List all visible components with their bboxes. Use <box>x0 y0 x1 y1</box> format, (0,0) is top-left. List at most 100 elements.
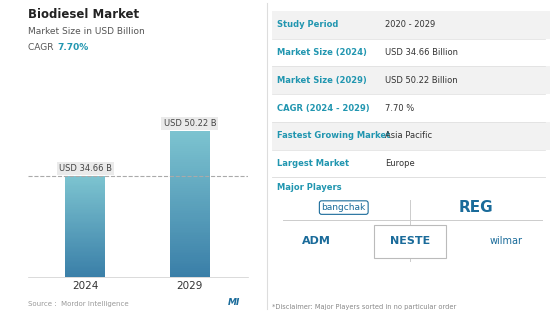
Bar <box>65 255 105 256</box>
Bar <box>65 273 105 275</box>
Bar <box>65 204 105 205</box>
Bar <box>65 197 105 198</box>
Bar <box>170 180 210 182</box>
Bar <box>170 206 210 208</box>
Bar <box>170 140 210 142</box>
Text: 7.70 %: 7.70 % <box>385 104 414 112</box>
Text: Biodiesel Market: Biodiesel Market <box>28 8 139 21</box>
Bar <box>170 239 210 241</box>
Text: Largest Market: Largest Market <box>277 159 349 168</box>
Bar <box>170 233 210 235</box>
Bar <box>170 217 210 219</box>
Bar <box>170 192 210 193</box>
Bar <box>170 139 210 140</box>
Text: Market Size in USD Billion: Market Size in USD Billion <box>28 27 144 36</box>
Text: CAGR: CAGR <box>28 43 59 52</box>
Bar <box>170 232 210 233</box>
Text: Market Size (2029): Market Size (2029) <box>277 76 366 85</box>
Bar <box>170 230 210 232</box>
Bar <box>170 195 210 197</box>
Bar <box>65 231 105 232</box>
Bar <box>65 267 105 268</box>
Bar <box>65 236 105 237</box>
Bar <box>65 237 105 238</box>
Bar <box>65 232 105 233</box>
Bar <box>170 246 210 248</box>
Bar <box>170 173 210 175</box>
Bar <box>170 219 210 220</box>
Text: *Disclaimer: Major Players sorted in no particular order: *Disclaimer: Major Players sorted in no … <box>272 304 456 310</box>
Bar <box>65 242 105 243</box>
Bar <box>65 220 105 222</box>
Bar <box>65 176 105 178</box>
Bar <box>170 237 210 239</box>
Bar <box>65 184 105 185</box>
Bar <box>170 208 210 210</box>
Bar <box>170 273 210 275</box>
Bar <box>65 244 105 246</box>
Bar <box>170 226 210 228</box>
Bar <box>65 265 105 266</box>
Text: CAGR (2024 - 2029): CAGR (2024 - 2029) <box>277 104 369 112</box>
Bar <box>170 228 210 230</box>
Bar <box>170 222 210 224</box>
Bar <box>65 228 105 229</box>
Bar <box>65 195 105 197</box>
Bar <box>65 210 105 212</box>
Bar <box>170 142 210 144</box>
Bar <box>65 275 105 276</box>
Bar <box>170 175 210 177</box>
Bar <box>170 220 210 222</box>
Bar <box>170 243 210 244</box>
Bar <box>65 251 105 252</box>
Bar <box>170 241 210 243</box>
Text: bangchak: bangchak <box>322 203 366 212</box>
Bar <box>170 257 210 259</box>
Bar <box>170 252 210 254</box>
Bar <box>65 209 105 210</box>
Bar <box>170 155 210 157</box>
Bar <box>170 268 210 270</box>
Bar <box>170 146 210 148</box>
Bar <box>65 248 105 249</box>
Bar <box>65 223 105 224</box>
Bar <box>170 263 210 264</box>
Bar <box>65 213 105 214</box>
Bar <box>170 133 210 135</box>
Bar <box>170 149 210 151</box>
Bar <box>65 234 105 236</box>
Bar <box>65 200 105 202</box>
Bar <box>170 166 210 168</box>
Bar <box>170 177 210 179</box>
Bar <box>170 131 210 133</box>
Bar <box>170 266 210 268</box>
Bar <box>65 271 105 272</box>
Bar <box>65 266 105 267</box>
Text: Study Period: Study Period <box>277 20 338 29</box>
Bar <box>170 204 210 206</box>
Bar <box>65 189 105 190</box>
Text: USD 34.66 Billion: USD 34.66 Billion <box>385 48 458 57</box>
Bar <box>65 249 105 251</box>
Bar <box>65 205 105 207</box>
Bar <box>65 186 105 188</box>
Text: Major Players: Major Players <box>277 183 341 192</box>
Bar <box>170 272 210 273</box>
Bar <box>170 261 210 263</box>
Bar <box>65 183 105 184</box>
Text: Market Size (2024): Market Size (2024) <box>277 48 366 57</box>
Bar <box>65 203 105 204</box>
Bar <box>65 276 105 277</box>
Bar <box>65 260 105 261</box>
Text: wilmar: wilmar <box>490 236 522 246</box>
Bar <box>170 213 210 215</box>
Bar <box>65 247 105 248</box>
Bar <box>170 255 210 257</box>
Bar <box>65 217 105 218</box>
Text: NESTE: NESTE <box>389 236 430 246</box>
Bar <box>65 198 105 199</box>
Bar <box>170 248 210 250</box>
Bar <box>65 258 105 260</box>
Bar <box>65 246 105 247</box>
Bar <box>170 157 210 158</box>
